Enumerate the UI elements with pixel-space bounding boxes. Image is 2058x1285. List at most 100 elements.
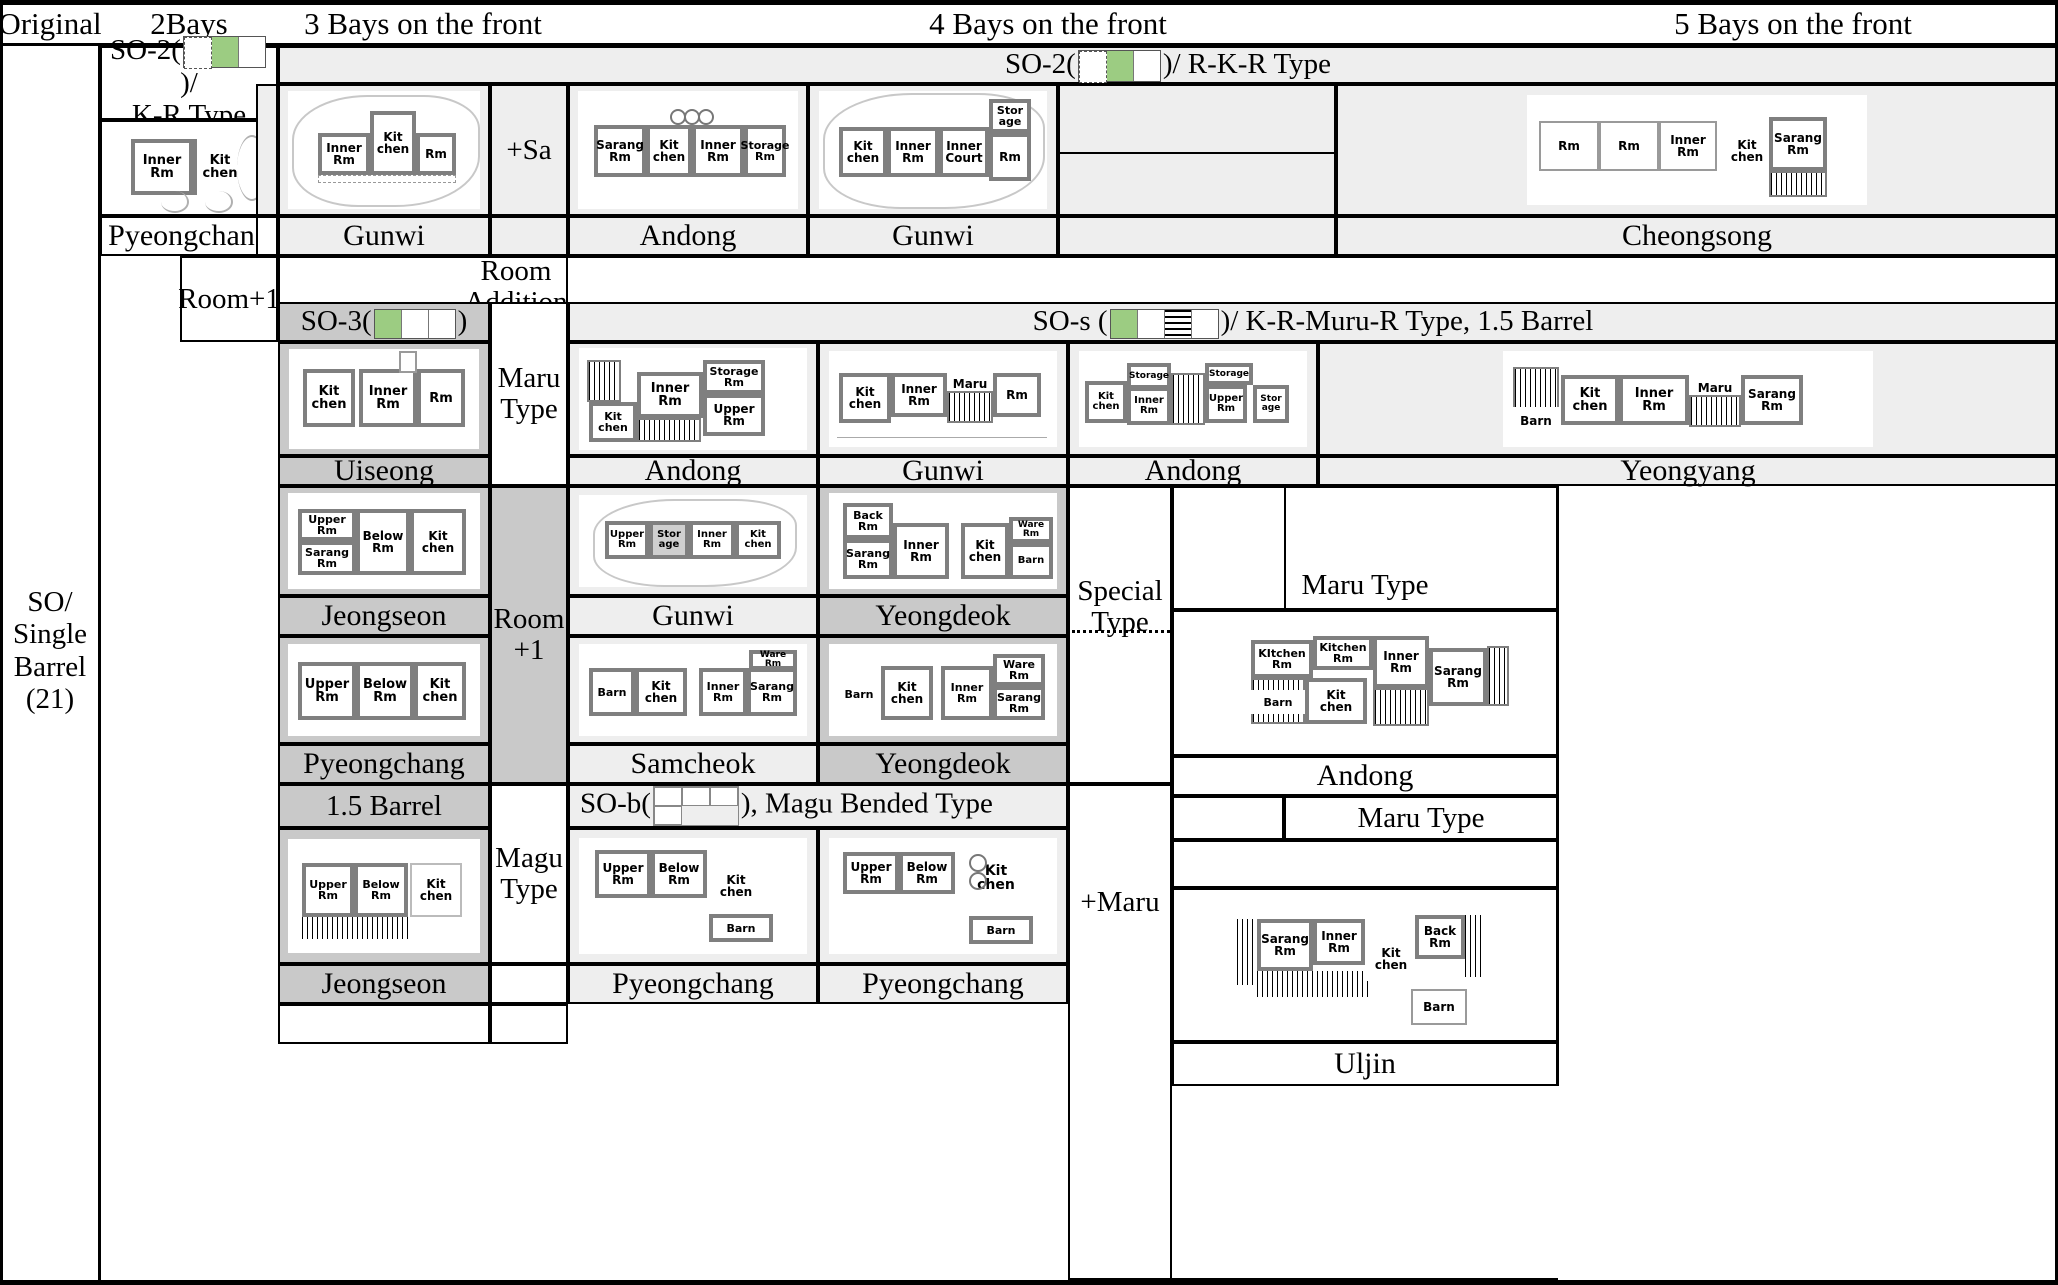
plan-cell-jeongseon-15barrel: Upper Rm Below Rm Kit chen [278, 828, 490, 964]
room-sarang-rm: Sarang Rm [1429, 648, 1487, 706]
jar-icon-2 [969, 872, 987, 890]
room-storage-rm: Storage [1127, 363, 1171, 389]
sob-label-post: ), Magu Bended Type [740, 787, 993, 820]
spacer-cell-1 [256, 84, 278, 216]
maru-hatch [947, 391, 993, 423]
special-type-leader-line [1072, 630, 1170, 633]
magu-type-tail [490, 964, 568, 1004]
room-addition-l1: Room [480, 255, 552, 287]
room-rm: Rm [416, 133, 456, 175]
place-label-pyeongchang-4: Pyeongchang [818, 964, 1068, 1004]
room-kitchen-rm-1: KItchen Rm [1251, 640, 1313, 678]
place-text: Gunwi [343, 219, 425, 252]
room-upper-rm: Upper Rm [843, 852, 899, 894]
room-kitchen: Kit chen [646, 125, 692, 177]
room-below-rm: Below Rm [354, 863, 408, 917]
spacer-cell-sa [490, 216, 568, 256]
room-storage: Stor age [989, 99, 1031, 133]
maru-type-l2: Type [500, 393, 558, 425]
place-label-gunwi-4: Gunwi [568, 596, 818, 636]
sarang-veranda-hatch [1487, 646, 1509, 706]
room-inner-court: Inner Court [939, 127, 989, 177]
place-label-andong-right: Andong [1172, 756, 1558, 796]
room-kitchen: Kit chen [1085, 381, 1127, 423]
room-upper-rm: Upper Rm [298, 662, 356, 720]
room-inner-rm: Inner Rm [318, 133, 370, 175]
so3-legend-swatch [373, 308, 456, 339]
empty-cell-4bay-right [1058, 84, 1336, 216]
veranda-hatch [318, 175, 456, 183]
place-text: Cheongsong [1622, 219, 1772, 252]
so2-legend-swatch [182, 36, 266, 70]
room-sarang-rm: Sarang Rm [298, 541, 356, 575]
plan-cell-gunwi-3bay: Inner Rm Kit chen Rm [278, 84, 490, 216]
room-storage-rm: Storage Rm [741, 125, 789, 177]
plan-cell-andong-special-maru: KItchen Rm Kitchen Rm Inner Rm Sarang Rm… [1172, 610, 1558, 756]
room-ware-rm: Ware Rm [749, 650, 797, 670]
room-kitchen-rm-2: Kitchen Rm [1313, 636, 1373, 670]
room-kitchen: Kit chen [410, 509, 466, 575]
plan-cell-gunwi-sos-maru: Kit chen Inner Rm Maru Rm [818, 342, 1068, 456]
place-label-jeongseon-1: Jeongseon [278, 596, 490, 636]
col-header-original: Original [0, 6, 102, 41]
maru-hatch [1171, 373, 1205, 425]
place-label-pyeongchang-3: Pyeongchang [568, 964, 818, 1004]
room-kitchen: Kit chen [193, 139, 243, 195]
room-inner-rm: Inner Rm [1373, 636, 1429, 688]
col-header-5bays: 5 Bays on the front [1674, 6, 1912, 41]
place-text: Uiseong [334, 454, 434, 487]
maru-hatch [1769, 171, 1827, 197]
plan-cell-yeongdeok-room1: Back Rm Sarang Rm Inner Rm Kit chen Ware… [818, 486, 1068, 596]
right-filler-row [1172, 840, 1558, 888]
sos-legend-swatch [1109, 308, 1219, 339]
room-kitchen: Kit chen [1305, 678, 1367, 724]
site-sketch [593, 499, 797, 587]
magu-type-l1: Magu [495, 841, 563, 874]
place-label-uljin: Uljin [1172, 1042, 1558, 1086]
room-kitchen: Kit chen [961, 523, 1009, 579]
place-text: Samcheok [630, 747, 756, 780]
room-inner-rm: Inner Rm [887, 127, 939, 177]
ground-line [837, 437, 1047, 438]
room-ware-rm: Ware Rm [993, 654, 1045, 686]
right-veranda-hatch [1465, 915, 1481, 977]
room-kitchen: Kit chen [711, 864, 761, 908]
table-bottom-rule [0, 1280, 2058, 1285]
special-type-l1: Special [1077, 575, 1163, 607]
plan-cell-uiseong-so3: Kit chen Inner Rm Rm [278, 342, 490, 456]
room-plus-1-modifier-a: Room+1 [178, 256, 280, 342]
plus-maru-modifier: +Maru [1068, 784, 1172, 1280]
room-storage-2: Storage [1205, 363, 1253, 385]
room-plus-1-b-l1: Room [493, 602, 565, 635]
place-label-andong-3: Andong [1068, 454, 1318, 487]
place-label-cheongsong: Cheongsong [1336, 216, 2058, 256]
plan-cell-pyeongchang-3bay: Upper Rm Below Rm Kit chen [278, 636, 490, 744]
place-label-andong-1: Andong [568, 216, 808, 256]
empty-place-cell [1058, 216, 1336, 256]
bottom-left-lower-border [1068, 1278, 1558, 1281]
room-kitchen: Kit chen [839, 127, 887, 177]
room-upper-rm: Upper Rm [595, 850, 651, 898]
maru-hatch [1373, 688, 1429, 726]
so3-label-post: ) [457, 305, 468, 338]
place-text: Jeongseon [321, 967, 447, 1000]
plan-cell-gunwi-4bay: Kit chen Inner Rm Inner Court Stor age R… [808, 84, 1058, 216]
room-kitchen: Kit chen [370, 111, 416, 175]
veranda-hatch [302, 917, 408, 939]
table-top-rule [0, 0, 2058, 5]
place-label-yeongyang: Yeongyang [1318, 454, 2058, 487]
col-header-3bays: 3 Bays on the front [304, 6, 542, 41]
room-barn: Barn [1511, 407, 1561, 435]
plan-cell-samcheok-4bay: Barn Kit chen Inner Rm Sarang Rm Ware Rm [568, 636, 818, 744]
room-upper-rm: Upper Rm [605, 521, 649, 559]
so3-type-header: SO-3() [278, 302, 490, 342]
plus-maru-label: +Maru [1080, 885, 1160, 918]
maru-hatch-left [587, 360, 621, 402]
so2-kr-label-pre: SO-2( [110, 34, 181, 67]
place-text: Pyeongchang [108, 219, 270, 252]
room-rm-1: Rm [1539, 121, 1599, 171]
place-label-jeongseon-2: Jeongseon [278, 964, 490, 1004]
room-inner-rm: Inner Rm [359, 369, 417, 427]
plan-cell-yeongyang-sos: Barn Kit chen Inner Rm Maru Sarang Rm [1318, 342, 2058, 456]
room-rm: Rm [993, 373, 1041, 417]
